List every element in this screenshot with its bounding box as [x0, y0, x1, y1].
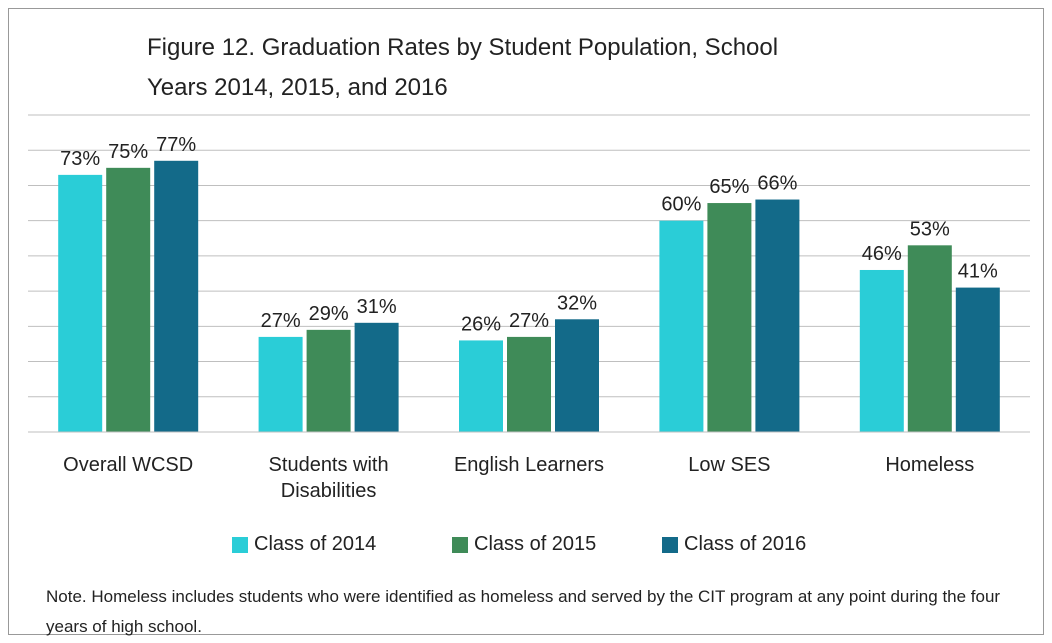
x-tick-label: Homeless — [885, 454, 975, 476]
value-label: 26% — [461, 313, 501, 335]
bar — [755, 199, 800, 432]
legend-item: Class of 2015 — [452, 533, 596, 556]
x-tick-label: Students with Disabilities — [268, 454, 389, 502]
value-label: 46% — [862, 243, 902, 265]
x-tick-label: English Learners — [453, 454, 605, 476]
bar — [106, 167, 151, 433]
bar — [955, 287, 1000, 432]
value-label: 31% — [357, 296, 397, 318]
bar — [58, 174, 103, 432]
x-tick-label: Overall WCSD — [63, 454, 194, 476]
legend-swatch — [662, 536, 678, 553]
bar — [555, 319, 599, 432]
bar — [154, 160, 199, 433]
value-label: 66% — [757, 173, 797, 195]
value-label: 65% — [709, 176, 749, 198]
bar — [659, 220, 704, 432]
value-label: 77% — [156, 134, 196, 156]
legend-swatch — [232, 536, 248, 553]
bar — [354, 322, 399, 432]
bar — [707, 203, 752, 432]
bar — [859, 269, 904, 432]
value-label: 41% — [958, 261, 998, 283]
legend-label: Class of 2016 — [684, 533, 807, 555]
note: Note. Homeless includes students who wer… — [46, 587, 1001, 636]
bar — [907, 245, 952, 432]
legend-label: Class of 2014 — [254, 533, 377, 555]
value-label: 53% — [910, 218, 950, 240]
value-label: 60% — [661, 194, 701, 216]
bar — [306, 329, 351, 432]
legend-item: Class of 2014 — [232, 533, 376, 556]
value-label: 27% — [261, 310, 301, 332]
value-label: 73% — [60, 148, 100, 170]
bar — [258, 336, 303, 432]
value-label: 32% — [557, 292, 597, 314]
value-label: 29% — [309, 303, 349, 325]
legend-label: Class of 2015 — [474, 533, 597, 555]
chart-title: Figure 12. Graduation Rates by Student P… — [147, 34, 779, 101]
frame — [8, 8, 1044, 635]
legend-swatch — [452, 536, 468, 553]
value-label: 75% — [108, 141, 148, 163]
legend-item: Class of 2016 — [662, 533, 806, 556]
x-tick-label: Low SES — [688, 454, 771, 476]
value-label: 27% — [509, 310, 549, 332]
bar — [459, 340, 503, 432]
bar — [507, 336, 551, 432]
